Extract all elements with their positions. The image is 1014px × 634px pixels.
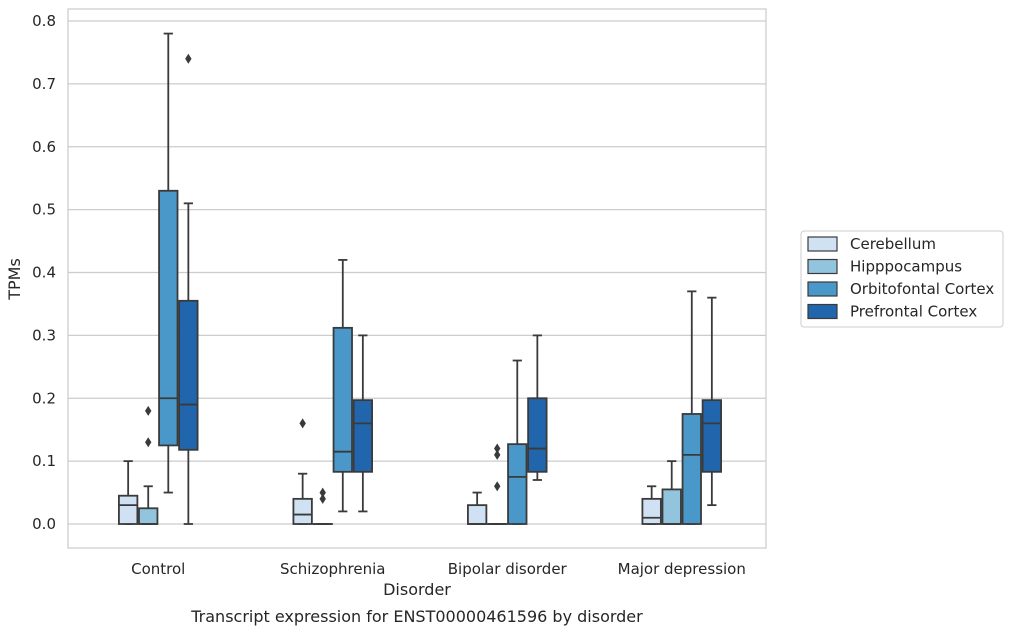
outlier-point	[494, 481, 501, 492]
box-group	[312, 487, 333, 525]
legend-swatch	[807, 303, 838, 320]
x-tick-label: Major depression	[618, 560, 746, 578]
boxes	[118, 32, 722, 525]
y-tick-label: 0.7	[32, 75, 56, 93]
box-body	[527, 397, 548, 473]
legend-frame	[800, 230, 1004, 328]
legend-swatch	[807, 281, 838, 297]
y-tick-label: 0.0	[32, 515, 56, 533]
box-body	[352, 399, 373, 473]
box-body	[681, 413, 702, 525]
legend-label: Hipppocampus	[850, 258, 962, 276]
box-group	[138, 405, 159, 525]
x-tick-label: Control	[131, 560, 185, 578]
legend: Cerebellum Hipppocampus Orbitofontal Corte…	[800, 230, 1004, 328]
box-group	[527, 334, 548, 481]
y-tick-label: 0.1	[32, 452, 56, 470]
y-tick-label: 0.5	[32, 201, 56, 219]
outlier-point	[319, 493, 326, 504]
box-group	[507, 359, 528, 525]
box-body	[118, 494, 139, 525]
outlier-point	[185, 53, 192, 64]
outlier-point	[494, 443, 501, 454]
box-group	[332, 259, 353, 513]
box-body	[332, 326, 353, 473]
box-group	[701, 296, 722, 507]
legend-label: Prefrontal Cortex	[850, 303, 977, 321]
box-group	[681, 290, 702, 525]
box-group	[661, 460, 682, 525]
chart-caption: Transcript expression for ENST0000046159…	[190, 607, 643, 626]
box-body	[138, 507, 159, 525]
box-group	[178, 53, 199, 525]
box-group	[158, 32, 179, 494]
y-tick-label: 0.6	[32, 138, 56, 156]
x-axis-title: Disorder	[383, 580, 451, 599]
box-group	[118, 460, 139, 525]
y-tick-label: 0.3	[32, 326, 56, 344]
box-body	[292, 497, 313, 525]
y-tick-label: 0.4	[32, 264, 56, 282]
outlier-point	[494, 449, 501, 460]
y-axis-title: TPMs	[5, 258, 24, 301]
legend-swatch	[807, 258, 838, 275]
x-tick-label: Schizophrenia	[280, 560, 385, 578]
legend-label: Cerebellum	[850, 235, 936, 253]
legend-swatch	[807, 236, 838, 252]
box-body	[178, 299, 199, 451]
box-group	[352, 334, 373, 513]
x-axis-ticks: Control Schizophrenia Bipolar disorder Majo…	[131, 560, 746, 578]
outlier-point	[299, 418, 306, 429]
box-group	[487, 443, 508, 525]
legend-label: Orbitofontal Cortex	[850, 280, 994, 298]
outlier-point	[145, 405, 152, 416]
y-axis-ticks: 0.0 0.1 0.2 0.3 0.4 0.5 0.6 0.7 0.8	[32, 12, 56, 533]
box-body	[641, 497, 662, 525]
box-body	[158, 189, 179, 447]
box-group	[641, 485, 662, 525]
box-body	[507, 443, 528, 525]
outlier-point	[145, 437, 152, 448]
y-tick-label: 0.2	[32, 389, 56, 407]
plot-area-frame	[67, 8, 767, 549]
box-group	[467, 491, 488, 525]
x-tick-label: Bipolar disorder	[448, 560, 568, 578]
box-body	[467, 504, 488, 525]
outlier-point	[319, 487, 326, 498]
box-body	[701, 399, 722, 473]
box-body	[661, 488, 682, 525]
y-tick-label: 0.8	[32, 12, 56, 30]
box-group	[292, 418, 313, 525]
